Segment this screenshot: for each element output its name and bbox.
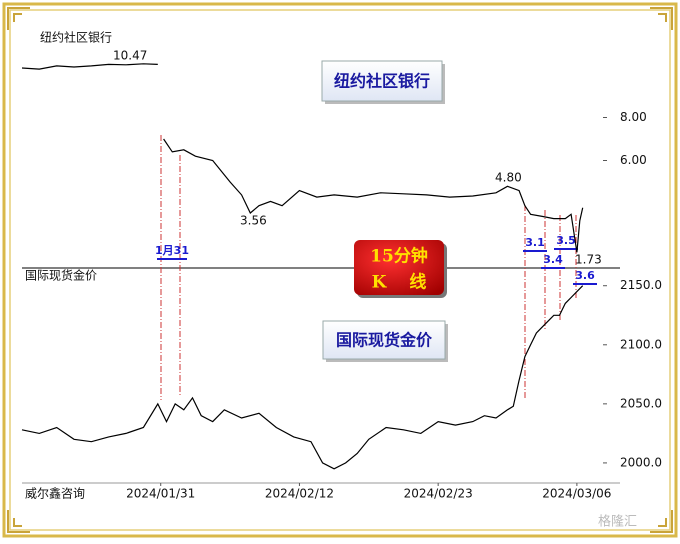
y-tick-label: 2000.0 <box>620 455 662 469</box>
price-annotation: 3.56 <box>240 214 267 228</box>
stock-title: 纽约社区银行 <box>334 72 430 91</box>
price-annotation: 4.80 <box>495 171 522 185</box>
y-tick-label: 8.00 <box>620 110 647 124</box>
x-tick-label: 2024/01/31 <box>126 487 195 501</box>
kline-title: 15分钟 <box>370 246 428 267</box>
price-annotation: 1.73 <box>575 253 602 267</box>
gold-label: 国际现货金价 <box>25 268 97 283</box>
title-box <box>322 320 446 360</box>
frame <box>2 2 678 538</box>
price-line <box>21 285 584 470</box>
x-tick-label: 2024/02/12 <box>265 487 334 501</box>
date-marker: 1月31 <box>155 244 189 257</box>
x-tick-label: 2024/02/23 <box>404 487 473 501</box>
x-tick-label: 2024/03/06 <box>542 487 611 501</box>
price-line <box>21 63 584 253</box>
date-marker: 3.1 <box>525 236 545 249</box>
kline-box <box>354 240 444 295</box>
date-marker: 3.5 <box>556 234 576 247</box>
stock-label: 纽约社区银行 <box>40 30 112 45</box>
date-marker: 3.4 <box>543 253 563 266</box>
source: 威尔鑫咨询 <box>25 486 85 501</box>
kline-title: K 线 <box>372 272 427 293</box>
y-tick-label: 6.00 <box>620 153 647 167</box>
price-annotation: 10.47 <box>113 49 147 63</box>
y-tick-label: 2100.0 <box>620 337 662 351</box>
y-tick-label: 2150.0 <box>620 278 662 292</box>
corner-ornaments <box>7 7 673 533</box>
date-marker: 3.6 <box>575 269 595 282</box>
y-tick-label: 2050.0 <box>620 396 662 410</box>
title-box <box>321 60 443 102</box>
frame-inner <box>9 9 671 531</box>
watermark: 格隆汇 <box>598 514 637 530</box>
gold-title: 国际现货金价 <box>336 331 433 350</box>
